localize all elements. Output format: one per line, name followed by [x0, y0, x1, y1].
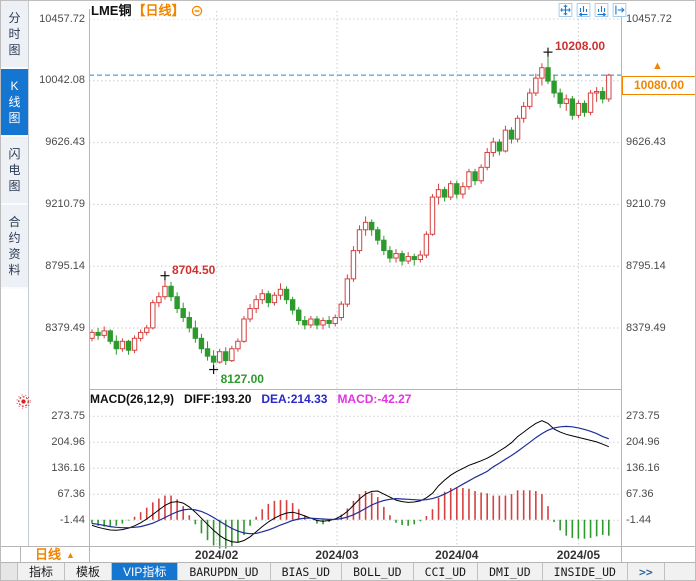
indicator-macd-value: MACD:-42.27	[337, 392, 412, 406]
sidebar-item-flash-chart[interactable]: 闪电图	[1, 137, 28, 205]
crosshair-icon[interactable]	[558, 3, 573, 17]
compress-axis-icon[interactable]	[576, 3, 591, 17]
period-selector[interactable]: 日线 ▲	[20, 547, 89, 562]
tab-bias-ud[interactable]: BIAS_UD	[271, 563, 343, 580]
tab-boll-ud[interactable]: BOLL_UD	[342, 563, 414, 580]
sidebar-item-contract-info[interactable]: 合约资料	[1, 205, 28, 289]
indicator-tab-bar: 指标 模板 VIP指标 BARUPDN_UD BIAS_UD BOLL_UD CCI_UD D…	[1, 562, 695, 580]
indicator-diff-value: DIFF:193.20	[184, 392, 252, 406]
chart-toolbar	[558, 3, 627, 17]
minus-circle-icon[interactable]	[191, 5, 203, 21]
tab-more[interactable]: >>	[628, 563, 665, 580]
plot-right-border	[621, 9, 622, 562]
tab-vip-indicator[interactable]: VIP指标	[112, 563, 179, 580]
tab-bar-spacer	[1, 563, 18, 580]
period-selector-label: 日线	[35, 547, 62, 562]
indicator-sun-icon[interactable]	[16, 394, 31, 409]
expand-axis-icon[interactable]	[594, 3, 609, 17]
x-axis-divider	[1, 546, 695, 547]
indicator-header: MACD(26,12,9) DIFF:193.20 DEA:214.33 MACD:-…	[90, 392, 421, 406]
sidebar-item-time-chart[interactable]: 分时图	[1, 1, 28, 69]
period-dropdown-arrow-icon: ▲	[66, 550, 75, 560]
tab-template[interactable]: 模板	[65, 563, 113, 580]
last-price-box: 10080.00	[622, 76, 695, 96]
up-arrow-icon: ▲	[652, 60, 663, 73]
tab-cci-ud[interactable]: CCI_UD	[414, 563, 479, 580]
plot-left-border	[89, 9, 90, 562]
symbol-name: LME铜	[91, 3, 132, 18]
indicator-title[interactable]: MACD(26,12,9)	[90, 392, 175, 406]
tab-indicator[interactable]: 指标	[18, 563, 66, 580]
indicator-dea-value: DEA:214.33	[261, 392, 328, 406]
chart-title: LME铜【日线】	[91, 3, 208, 21]
tab-inside-ud[interactable]: INSIDE_UD	[543, 563, 628, 580]
detach-window-icon[interactable]	[612, 3, 627, 17]
period-tag[interactable]: 【日线】	[132, 3, 185, 18]
panel-divider	[89, 389, 621, 390]
tab-barupdn-ud[interactable]: BARUPDN_UD	[178, 563, 271, 580]
tab-dmi-ud[interactable]: DMI_UD	[478, 563, 543, 580]
